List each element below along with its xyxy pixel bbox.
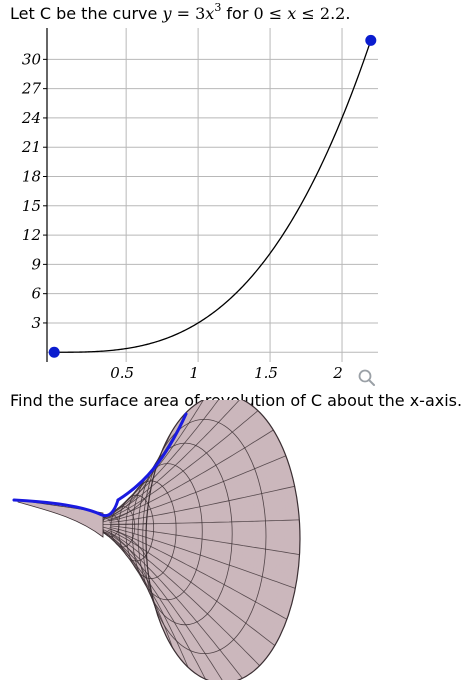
profile-curve-top bbox=[116, 412, 188, 502]
surface-rim bbox=[145, 400, 301, 680]
eq-coefficient: 3 bbox=[195, 4, 206, 23]
surface-meridian bbox=[108, 455, 286, 522]
eq-exponent: 3 bbox=[214, 1, 222, 14]
profile-curve-front bbox=[12, 498, 120, 518]
tick-labels: 3 6 9 12 15 18 21 24 27 30 0.5 1 1.5 2 bbox=[21, 50, 343, 382]
endpoint-dot bbox=[48, 346, 60, 358]
surface-meridian bbox=[97, 528, 161, 623]
profile-curves bbox=[12, 412, 188, 518]
y-tick-label: 27 bbox=[21, 80, 42, 98]
surface-meridian bbox=[106, 530, 260, 666]
surface-meridian bbox=[102, 531, 223, 680]
y-tick-label: 21 bbox=[21, 138, 41, 156]
curve-c bbox=[54, 40, 372, 353]
surface-meridian bbox=[109, 485, 295, 523]
surface-meridian bbox=[104, 400, 240, 519]
y-tick-label: 9 bbox=[31, 255, 41, 273]
surface-meridian bbox=[109, 527, 296, 589]
x-tick-label: 1.5 bbox=[254, 364, 278, 382]
magnifier-icon[interactable] bbox=[357, 368, 377, 388]
endpoints bbox=[48, 34, 377, 358]
eq-x: x bbox=[205, 4, 215, 23]
surface-meridian bbox=[106, 410, 259, 520]
function-plot: 3 6 9 12 15 18 21 24 27 30 0.5 1 1.5 2 bbox=[21, 28, 378, 382]
problem-intro: Let C be the curve bbox=[10, 4, 158, 23]
x-tick-label: 2 bbox=[332, 364, 343, 382]
y-tick-label: 3 bbox=[31, 314, 41, 332]
plot-grid bbox=[43, 28, 378, 362]
y-tick-label: 12 bbox=[22, 226, 41, 244]
le-symbol-1: ≤ bbox=[268, 4, 283, 23]
y-tick-label: 6 bbox=[31, 285, 41, 303]
eq-y: y bbox=[162, 4, 172, 23]
eq-equals: = bbox=[176, 4, 190, 23]
surface-meridian bbox=[104, 531, 243, 679]
surface-mesh bbox=[17, 400, 301, 680]
surface-meridian bbox=[102, 400, 219, 519]
surface-meridian bbox=[101, 531, 206, 680]
range-low: 0 bbox=[253, 4, 264, 23]
surface-meridian bbox=[109, 519, 300, 525]
x-tick-label: 0.5 bbox=[110, 364, 134, 382]
problem-statement: Let C be the curve y = 3x3 for 0 ≤ x ≤ 2… bbox=[10, 1, 351, 23]
surface-meridian bbox=[108, 528, 288, 620]
surface-meridian bbox=[109, 525, 300, 555]
le-symbol-2: ≤ bbox=[301, 4, 315, 23]
surface-tail bbox=[17, 499, 104, 538]
y-tick-label: 15 bbox=[22, 197, 41, 215]
y-tick-label: 18 bbox=[22, 168, 41, 186]
surface-meridian bbox=[107, 429, 274, 521]
surface-meridian bbox=[96, 489, 152, 523]
surface-ring bbox=[137, 442, 233, 626]
endpoint-dot bbox=[365, 34, 377, 46]
surface-meridian bbox=[96, 525, 148, 559]
range-x: x bbox=[287, 4, 297, 23]
surface-meridian bbox=[98, 529, 174, 649]
y-tick-label: 24 bbox=[21, 109, 41, 127]
surface-of-revolution-figure bbox=[12, 400, 301, 680]
surface-meridian bbox=[96, 527, 152, 592]
x-tick-label: 1 bbox=[189, 364, 199, 382]
y-tick-label: 30 bbox=[22, 50, 42, 68]
surface-meridian bbox=[101, 400, 204, 519]
for-word: for bbox=[226, 4, 249, 23]
range-high: 2.2. bbox=[319, 4, 351, 23]
